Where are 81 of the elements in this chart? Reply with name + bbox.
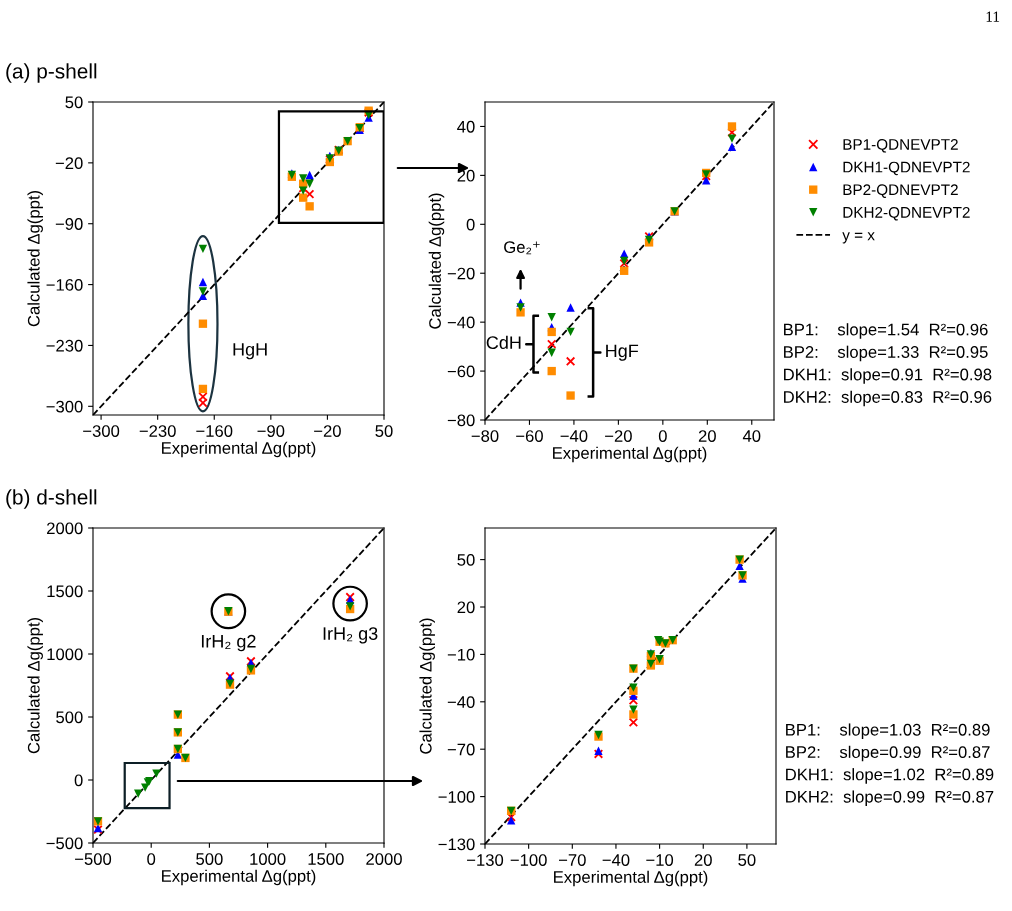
y-tick-label: −20 bbox=[447, 267, 475, 280]
y-axis-title: Calculated Δg(ppt) bbox=[419, 618, 435, 754]
x-tick-label: −300 bbox=[83, 425, 120, 437]
x-tick-label: 1000 bbox=[250, 853, 286, 865]
y-tick-label: 50 bbox=[457, 554, 475, 566]
chart-title: (b) d-shell bbox=[6, 489, 97, 509]
x-tick-label: −230 bbox=[139, 425, 176, 437]
y-tick-label: −300 bbox=[46, 400, 83, 413]
x-tick-label: −20 bbox=[314, 425, 341, 437]
x-tick-label: −130 bbox=[467, 854, 504, 866]
text: DKH2: slope=0.99 R²=0.87 bbox=[786, 790, 994, 806]
annotation: IrH₂ g3 bbox=[323, 627, 378, 644]
x-tick-label: −100 bbox=[510, 854, 547, 866]
y-axis-title: Calculated Δg(ppt) bbox=[27, 617, 43, 754]
y-tick-label: 0 bbox=[74, 774, 83, 787]
x-tick-label: −70 bbox=[558, 854, 586, 866]
x-tick-label: −500 bbox=[75, 853, 112, 865]
y-tick-label: −10 bbox=[447, 648, 475, 661]
x-tick-label: 20 bbox=[694, 854, 712, 866]
y-tick-label: −40 bbox=[447, 696, 475, 708]
x-tick-label: 0 bbox=[658, 430, 667, 442]
x-tick-label: −160 bbox=[196, 425, 233, 437]
x-tick-label: 1500 bbox=[308, 853, 344, 865]
x-tick-label: −20 bbox=[605, 430, 632, 442]
y-tick-label: −130 bbox=[438, 838, 475, 851]
y-tick-label: −60 bbox=[447, 365, 475, 378]
x-tick-label: 20 bbox=[698, 430, 716, 442]
x-axis-title: Experimental Δg(ppt) bbox=[162, 869, 316, 886]
x-tick-label: −10 bbox=[646, 854, 674, 866]
y-tick-label: −90 bbox=[55, 218, 83, 230]
text: BP2: slope=0.99 R²=0.87 bbox=[786, 745, 990, 762]
y-tick-label: 40 bbox=[457, 120, 475, 133]
y-tick-label: 500 bbox=[56, 711, 83, 724]
y-tick-label: −70 bbox=[447, 743, 475, 756]
text: BP1: slope=1.54 R²=0.96 bbox=[784, 323, 988, 339]
annotation: HgF bbox=[606, 344, 639, 361]
legend-label: DKH2-QDNEVPT2 bbox=[843, 206, 970, 221]
y-tick-label: −500 bbox=[46, 837, 83, 850]
x-tick-label: −60 bbox=[516, 430, 543, 442]
x-tick-label: −90 bbox=[257, 425, 285, 437]
y-tick-label: −20 bbox=[55, 157, 83, 170]
x-tick-label: 50 bbox=[375, 425, 393, 437]
x-tick-label: 500 bbox=[196, 853, 223, 865]
text: BP2: slope=1.33 R²=0.95 bbox=[784, 345, 988, 362]
y-tick-label: 2000 bbox=[47, 522, 83, 535]
annotation: HgH bbox=[233, 343, 267, 360]
legend-label: y = x bbox=[842, 232, 875, 244]
y-axis-title: Calculated Δg(ppt) bbox=[428, 193, 445, 329]
y-tick-label: 20 bbox=[457, 601, 475, 614]
y-tick-label: 1500 bbox=[47, 585, 83, 598]
y-tick-label: −80 bbox=[447, 414, 475, 427]
x-tick-label: 2000 bbox=[366, 853, 402, 865]
x-axis-title: Experimental Δg(ppt) bbox=[554, 870, 708, 887]
x-tick-label: 0 bbox=[147, 853, 156, 865]
y-tick-label: −40 bbox=[447, 316, 475, 329]
text: BP1: slope=1.03 R²=0.89 bbox=[786, 723, 990, 739]
y-tick-label: −160 bbox=[46, 278, 83, 291]
text: DKH1: slope=0.91 R²=0.98 bbox=[784, 368, 992, 384]
legend-label: BP1-QDNEVPT2 bbox=[843, 139, 958, 153]
x-axis-title: Experimental Δg(ppt) bbox=[553, 446, 707, 463]
annotation: CdH bbox=[486, 335, 521, 350]
x-tick-label: 40 bbox=[742, 430, 761, 442]
legend-label: DKH1-QDNEVPT2 bbox=[843, 161, 970, 176]
x-axis-title: Experimental Δg(ppt) bbox=[162, 441, 316, 458]
annotation: Ge₂⁺ bbox=[504, 241, 540, 255]
x-tick-label: −40 bbox=[560, 430, 588, 442]
text: 11 bbox=[986, 11, 1000, 22]
y-tick-label: 0 bbox=[466, 218, 475, 231]
y-tick-label: 1000 bbox=[47, 648, 83, 661]
chart-title: (a) p-shell bbox=[6, 63, 97, 83]
annotation: IrH₂ g2 bbox=[201, 634, 256, 652]
legend-label: BP2-QDNEVPT2 bbox=[843, 184, 958, 198]
y-tick-label: −230 bbox=[46, 339, 83, 352]
text: DKH2: slope=0.83 R²=0.96 bbox=[784, 390, 992, 407]
x-tick-label: −80 bbox=[471, 430, 499, 442]
y-axis-title: Calculated Δg(ppt) bbox=[27, 190, 43, 327]
y-tick-label: 50 bbox=[65, 96, 83, 109]
x-tick-label: −40 bbox=[602, 854, 630, 866]
text: DKH1: slope=1.02 R²=0.89 bbox=[786, 768, 994, 784]
x-tick-label: 50 bbox=[738, 854, 756, 866]
y-tick-label: −100 bbox=[438, 791, 475, 803]
